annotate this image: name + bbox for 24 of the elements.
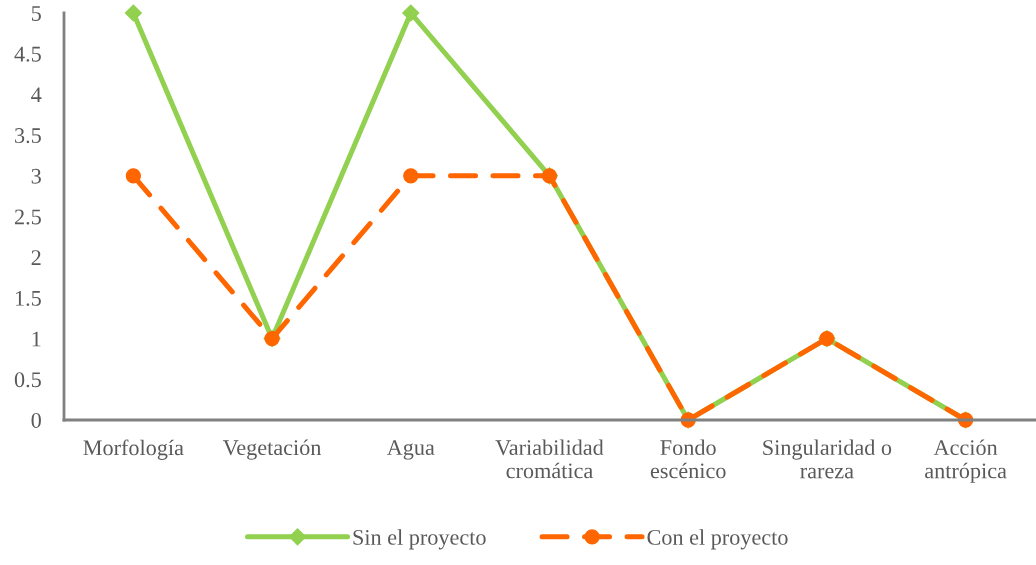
y-tick-label: 3 <box>31 168 41 184</box>
x-tick-label: Fondo escénico <box>650 439 726 479</box>
legend-label: Sin el proyecto <box>353 529 486 550</box>
x-tick-label: Variabilidad cromática <box>495 439 604 479</box>
y-tick-label: 1.5 <box>15 290 41 306</box>
y-tick-label: 2.5 <box>14 209 41 225</box>
y-tick-label: 3.5 <box>15 128 41 144</box>
y-tick-label: 0 <box>31 412 41 428</box>
y-tick-label: 1 <box>32 331 41 347</box>
y-tick-label: 2 <box>31 250 41 265</box>
x-tick-label: Agua <box>386 440 435 460</box>
y-tick-label: 5 <box>31 6 41 21</box>
x-tick-label: Acción antrópica <box>925 439 1007 483</box>
y-tick-label: 0.5 <box>14 372 41 388</box>
point <box>124 4 142 22</box>
point <box>125 168 141 184</box>
point <box>402 4 420 22</box>
x-tick-label: Vegetación <box>222 439 322 460</box>
y-tick-label: 4.5 <box>14 46 41 62</box>
legend-label: Con el proyecto <box>647 529 788 550</box>
x-tick-label: Morfología <box>83 439 184 460</box>
y-tick-label: 4 <box>31 87 42 103</box>
point <box>403 168 419 184</box>
x-tick-label: Singularidad o rareza <box>763 439 892 479</box>
